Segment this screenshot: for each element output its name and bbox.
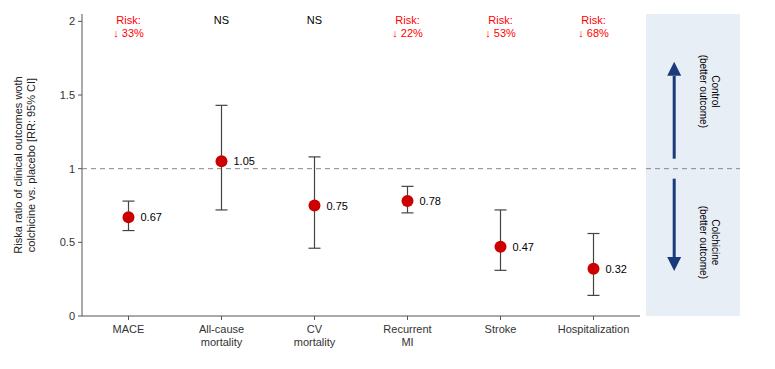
error-bar	[402, 186, 414, 213]
annotation: NS	[307, 14, 322, 26]
annotation: NS	[214, 14, 229, 26]
data-label: 0.75	[327, 200, 348, 212]
x-tick-label: CVmortality	[294, 323, 336, 348]
error-bar-cap	[495, 270, 507, 271]
error-bar	[309, 157, 321, 248]
data-label: 0.47	[513, 241, 534, 253]
side-panel	[646, 14, 740, 316]
marks	[82, 105, 640, 295]
x-tick-label: MACE	[113, 323, 145, 335]
annotation: Risk:↓ 68%	[578, 14, 609, 39]
data-label: 0.32	[606, 263, 627, 275]
y-tick-label: 1	[69, 163, 75, 175]
error-bar-cap	[123, 200, 135, 201]
y-tick	[78, 316, 82, 317]
x-tick	[314, 316, 315, 320]
arrow-down	[673, 179, 676, 257]
error-bar-cap	[495, 209, 507, 210]
y-tick	[78, 95, 82, 96]
x-tick-label: Hospitalization	[558, 323, 630, 335]
point	[216, 155, 228, 167]
x-tick	[407, 316, 408, 320]
error-bar-cap	[588, 233, 600, 234]
chart: 0 0.5 1 1.5 2 MACE All-causemortality CVmortali…	[0, 0, 775, 369]
data-label: 0.78	[420, 195, 441, 207]
point	[588, 263, 600, 275]
x-tick	[500, 316, 501, 320]
point	[495, 241, 507, 253]
error-bar-cap	[216, 209, 228, 210]
error-bar-cap	[402, 186, 414, 187]
reference-line	[82, 168, 640, 169]
y-tick	[78, 21, 82, 22]
data-label: 0.67	[141, 211, 162, 223]
error-bar	[123, 201, 135, 230]
error-bar-cap	[123, 230, 135, 231]
annotation: Risk:↓ 53%	[485, 14, 516, 39]
arrow-down-head	[667, 257, 681, 271]
x-tick	[221, 316, 222, 320]
point	[309, 200, 321, 212]
x-tick-label: Stroke	[485, 323, 517, 335]
annotation: Risk:↓ 33%	[113, 14, 144, 39]
y-axis-label: Riska ratio of clinical outcomes wothcol…	[12, 76, 37, 253]
y-tick-label: 0.5	[60, 236, 75, 248]
colchicine-label: Colchicine(better outcome)	[698, 206, 721, 279]
control-label: Control(better outcome)	[698, 55, 721, 128]
point	[123, 211, 135, 223]
point	[402, 195, 414, 207]
x-tick	[128, 316, 129, 320]
arrow-up	[673, 76, 676, 159]
arrow-up-head	[667, 62, 681, 76]
y-tick	[78, 168, 82, 169]
error-bar	[495, 210, 507, 270]
y-tick-label: 2	[69, 15, 75, 27]
error-bar-cap	[309, 156, 321, 157]
x-tick	[593, 316, 594, 320]
y-axis	[82, 14, 83, 316]
error-bar	[216, 105, 228, 210]
error-bar-cap	[588, 295, 600, 296]
x-axis	[82, 316, 640, 317]
y-tick	[78, 242, 82, 243]
x-tick-label: All-causemortality	[199, 323, 244, 348]
x-tick-label: RecurrentMI	[383, 323, 431, 348]
annotation: Risk:↓ 22%	[392, 14, 423, 39]
error-bar-cap	[402, 212, 414, 213]
side-reference-line	[646, 168, 740, 169]
error-bar-line	[500, 210, 501, 270]
error-bar-cap	[216, 105, 228, 106]
error-bar	[588, 234, 600, 296]
y-tick-label: 1.5	[60, 89, 75, 101]
data-label: 1.05	[234, 155, 255, 167]
y-tick-label: 0	[69, 310, 75, 322]
error-bar-cap	[309, 248, 321, 249]
